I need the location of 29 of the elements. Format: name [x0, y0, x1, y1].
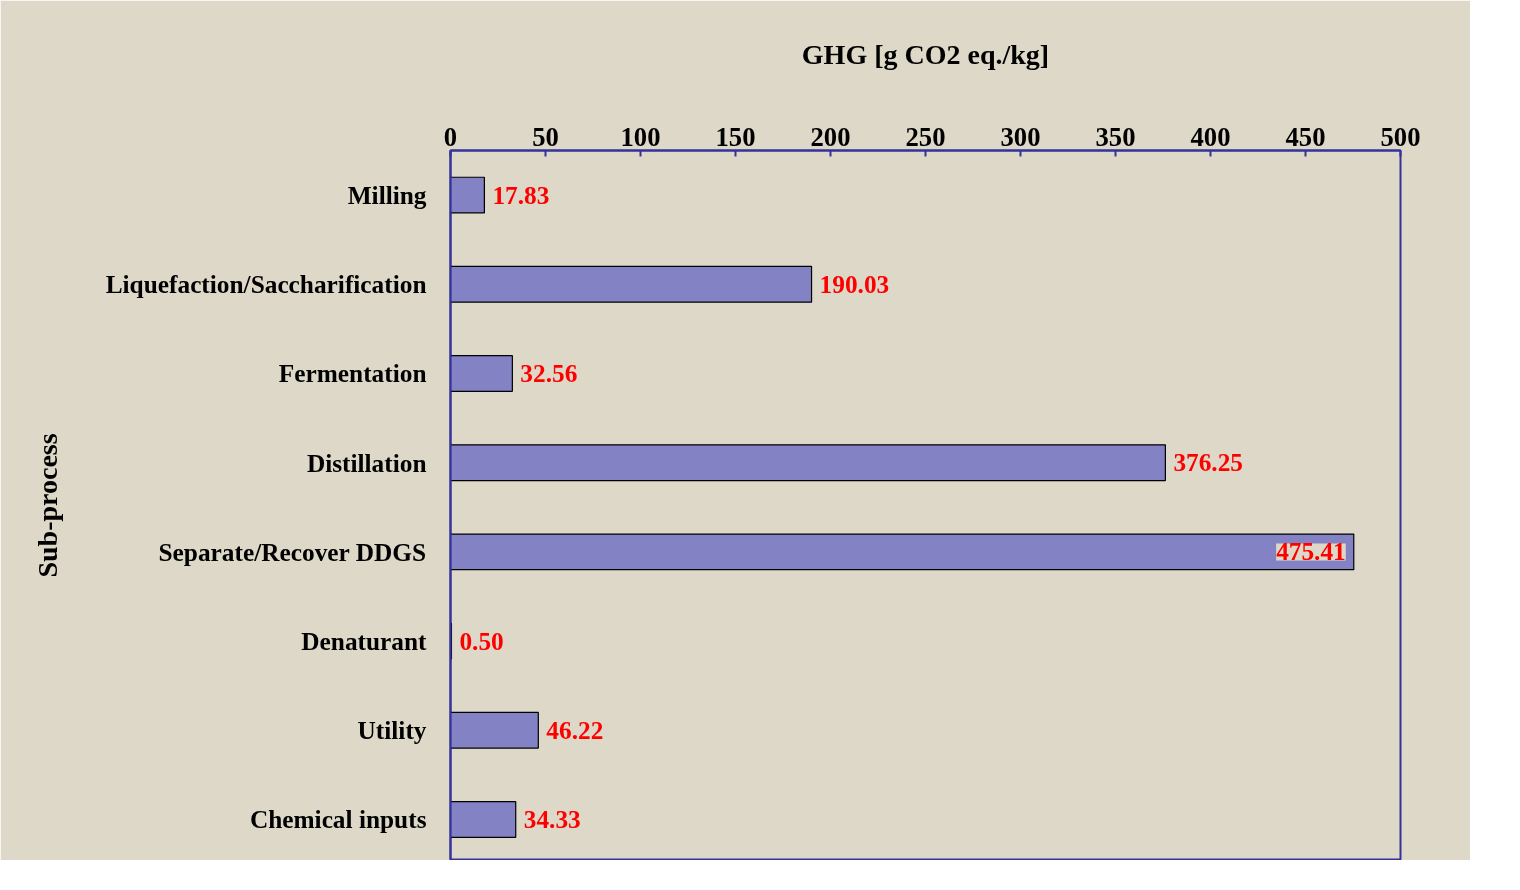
x-tick-label: 300: [1000, 121, 1041, 152]
x-tick-label: 200: [810, 121, 851, 152]
x-tick-label: 450: [1285, 121, 1326, 152]
x-tick-label: 0: [443, 121, 458, 152]
y-tick-label: Fermentation: [278, 359, 427, 388]
data-label: 34.33: [523, 804, 581, 833]
data-label: 190.03: [819, 269, 890, 298]
x-tick-label: 250: [905, 121, 946, 152]
y-tick-label: Liquefaction/Saccharification: [105, 270, 427, 299]
x-tick-label: 100: [620, 121, 661, 152]
data-label: 17.83: [492, 180, 550, 209]
data-label: 0.50: [459, 626, 504, 655]
data-label: 46.22: [546, 715, 604, 744]
y-tick-label: Separate/Recover DDGS: [158, 537, 427, 566]
x-tick-label: 150: [715, 121, 756, 152]
x-tick-label: 50: [532, 121, 559, 152]
y-tick-label: Denaturant: [301, 627, 428, 656]
data-label: 376.25: [1173, 448, 1244, 477]
y-tick-label: Utility: [357, 716, 427, 745]
data-label: 475.41: [1276, 537, 1346, 566]
y-axis-title: Sub-process: [31, 433, 63, 578]
x-tick-label: 400: [1190, 121, 1231, 152]
data-label: 32.56: [520, 358, 578, 387]
x-axis-title: GHG [g CO2 eq./kg]: [801, 38, 1050, 70]
x-tick-label: 350: [1095, 121, 1136, 152]
y-tick-label: Chemical inputs: [249, 805, 427, 834]
x-tick-label: 500: [1380, 121, 1421, 152]
y-tick-label: Distillation: [306, 448, 427, 477]
y-tick-label: Milling: [347, 181, 427, 210]
